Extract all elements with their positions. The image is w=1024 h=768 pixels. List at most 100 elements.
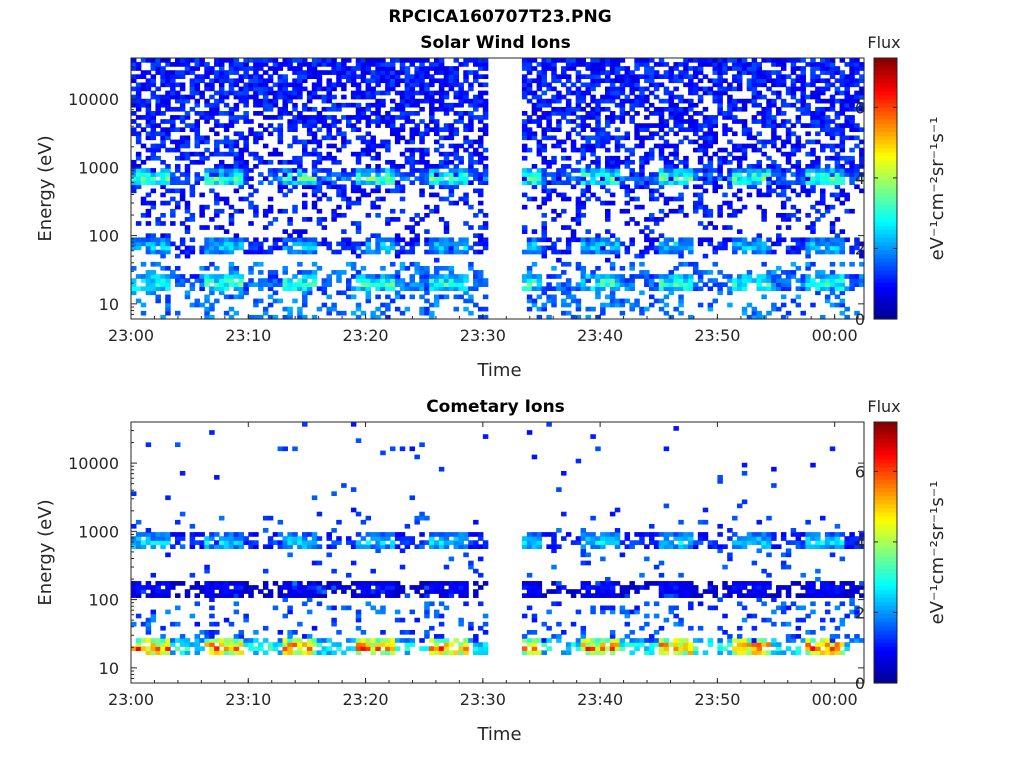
heatmap-cell bbox=[834, 111, 841, 116]
heatmap-cell bbox=[766, 115, 772, 120]
heatmap-cell bbox=[824, 78, 831, 84]
heatmap-cell bbox=[477, 237, 484, 243]
heatmap-cell bbox=[810, 278, 816, 283]
heatmap-cell bbox=[859, 282, 865, 287]
heatmap-cell bbox=[766, 184, 772, 190]
heatmap-cell bbox=[482, 180, 489, 186]
heatmap-cell bbox=[854, 78, 860, 84]
x-tick-label: 23:10 bbox=[225, 326, 271, 345]
heatmap-cell bbox=[810, 176, 816, 181]
heatmap-cell bbox=[443, 221, 450, 226]
heatmap-cell bbox=[815, 164, 821, 169]
heatmap-cell bbox=[389, 70, 396, 75]
heatmap-cell bbox=[277, 642, 284, 647]
heatmap-cell bbox=[355, 241, 362, 247]
heatmap-cell bbox=[179, 139, 186, 145]
heatmap-cell bbox=[218, 544, 225, 550]
heatmap-cell bbox=[194, 180, 201, 186]
heatmap-cell bbox=[238, 131, 244, 137]
colorbar-label: eV⁻¹cm⁻²sr⁻¹s⁻¹ bbox=[927, 117, 948, 261]
heatmap-cell bbox=[150, 180, 157, 186]
heatmap-cell bbox=[140, 176, 147, 181]
heatmap-cell bbox=[815, 241, 821, 247]
heatmap-cell bbox=[326, 245, 332, 251]
heatmap-cell bbox=[736, 245, 743, 251]
heatmap-cell bbox=[673, 111, 679, 116]
heatmap-cell bbox=[297, 86, 303, 92]
heatmap-cell bbox=[214, 225, 220, 230]
heatmap-cell bbox=[663, 131, 670, 137]
heatmap-cell bbox=[419, 151, 425, 157]
heatmap-cell bbox=[482, 212, 489, 218]
heatmap-cell bbox=[692, 139, 699, 145]
heatmap-cell bbox=[688, 274, 694, 279]
heatmap-cell bbox=[365, 298, 372, 304]
heatmap-cell bbox=[160, 172, 166, 177]
colorbar-segment bbox=[874, 261, 897, 267]
heatmap-cell bbox=[756, 286, 762, 292]
heatmap-cell bbox=[692, 261, 699, 267]
heatmap-cell bbox=[355, 62, 362, 67]
heatmap-cell bbox=[570, 111, 577, 116]
heatmap-cell bbox=[360, 66, 367, 71]
heatmap-cell bbox=[732, 155, 738, 161]
heatmap-cell bbox=[776, 184, 782, 190]
heatmap-cell bbox=[287, 180, 293, 186]
heatmap-cell bbox=[663, 286, 670, 292]
colorbar-segment bbox=[874, 70, 897, 75]
heatmap-cell bbox=[614, 90, 621, 96]
heatmap-cell bbox=[223, 94, 230, 100]
heatmap-cell bbox=[282, 585, 288, 590]
heatmap-cell bbox=[438, 127, 445, 133]
heatmap-cell bbox=[605, 164, 611, 169]
heatmap-cell bbox=[243, 164, 249, 169]
heatmap-cell bbox=[854, 58, 860, 63]
heatmap-cell bbox=[238, 147, 244, 153]
heatmap-cell bbox=[228, 540, 235, 545]
heatmap-cell bbox=[658, 217, 665, 222]
heatmap-cell bbox=[673, 155, 679, 161]
heatmap-cell bbox=[575, 106, 582, 112]
heatmap-cell bbox=[824, 66, 831, 71]
heatmap-cell bbox=[145, 249, 152, 255]
heatmap-cell bbox=[751, 115, 758, 120]
heatmap-cell bbox=[780, 200, 787, 206]
heatmap-cell bbox=[297, 261, 303, 267]
colorbar-segment bbox=[874, 265, 897, 271]
heatmap-cell bbox=[741, 131, 748, 137]
heatmap-cell bbox=[233, 642, 240, 647]
heatmap-cell bbox=[678, 172, 684, 177]
heatmap-cell bbox=[780, 58, 787, 63]
heatmap-cell bbox=[668, 278, 675, 283]
heatmap-cell bbox=[658, 245, 665, 251]
heatmap-cell bbox=[297, 286, 303, 292]
heatmap-cell bbox=[267, 74, 274, 79]
heatmap-cell bbox=[272, 290, 279, 296]
heatmap-cell bbox=[556, 123, 562, 128]
heatmap-cell bbox=[800, 245, 806, 251]
heatmap-cell bbox=[736, 237, 743, 243]
heatmap-cell bbox=[688, 119, 694, 124]
heatmap-cell bbox=[238, 78, 244, 84]
heatmap-cell bbox=[648, 274, 655, 279]
heatmap-cell bbox=[751, 314, 758, 320]
heatmap-cell bbox=[223, 581, 230, 586]
heatmap-cell bbox=[458, 102, 464, 108]
heatmap-cell bbox=[810, 204, 816, 210]
heatmap-cell bbox=[218, 208, 225, 214]
heatmap-cell bbox=[658, 155, 665, 161]
heatmap-cell bbox=[585, 66, 591, 71]
heatmap-cell bbox=[546, 282, 552, 287]
heatmap-cell bbox=[521, 249, 528, 255]
heatmap-cell bbox=[267, 294, 274, 300]
heatmap-cell bbox=[233, 536, 240, 541]
heatmap-cell bbox=[258, 172, 264, 177]
heatmap-cell bbox=[600, 168, 606, 173]
heatmap-cell bbox=[223, 196, 230, 202]
heatmap-cell bbox=[741, 147, 748, 153]
heatmap-cell bbox=[692, 184, 699, 190]
heatmap-cell bbox=[355, 184, 362, 190]
heatmap-cell bbox=[463, 237, 469, 243]
heatmap-cell bbox=[302, 78, 308, 84]
heatmap-cell bbox=[839, 74, 846, 79]
